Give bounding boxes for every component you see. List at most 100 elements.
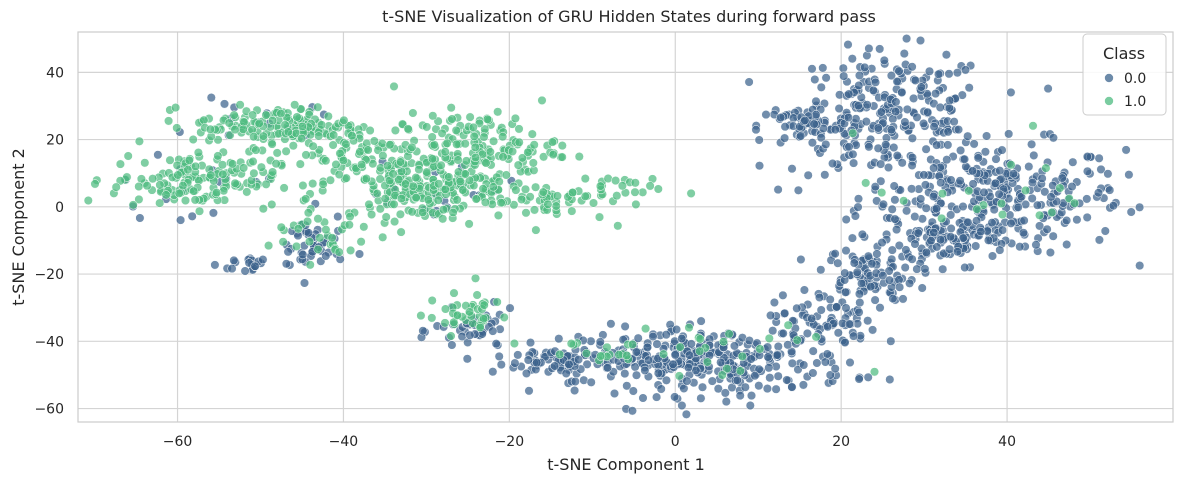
scatter-point [1082, 194, 1092, 204]
scatter-point [854, 307, 864, 317]
x-axis-label: t-SNE Component 1 [547, 455, 705, 474]
scatter-point [557, 152, 567, 162]
scatter-point [1027, 139, 1037, 149]
scatter-point [921, 203, 931, 213]
scatter-point [792, 335, 802, 345]
scatter-point [140, 158, 150, 168]
scatter-point [510, 113, 520, 123]
scatter-point [697, 382, 708, 392]
scatter-point [267, 139, 277, 149]
scatter-point [878, 199, 888, 209]
scatter-point [910, 75, 920, 85]
scatter-point [460, 169, 470, 179]
scatter-point [863, 251, 873, 261]
scatter-point [860, 62, 870, 72]
scatter-point [155, 180, 165, 190]
scatter-point [564, 359, 574, 369]
scatter-point [408, 108, 418, 118]
scatter-point [750, 371, 760, 381]
scatter-point [857, 229, 867, 239]
scatter-point [996, 198, 1006, 209]
scatter-point [839, 71, 849, 81]
scatter-point [153, 150, 163, 160]
scatter-point [876, 176, 886, 186]
scatter-point [681, 409, 691, 419]
scatter-point [479, 132, 489, 142]
scatter-point [861, 117, 871, 127]
scatter-point [675, 342, 685, 352]
scatter-point [735, 391, 745, 401]
scatter-point [997, 225, 1008, 235]
scatter-point [902, 104, 912, 114]
scatter-point [325, 175, 335, 185]
scatter-point [902, 206, 912, 216]
scatter-point [375, 174, 385, 184]
scatter-point [763, 342, 773, 352]
scatter-point [1135, 202, 1145, 212]
scatter-point [1062, 239, 1072, 250]
scatter-point [321, 225, 331, 235]
scatter-point [327, 233, 337, 243]
scatter-point [778, 328, 788, 338]
scatter-point [611, 176, 621, 186]
scatter-point [890, 214, 900, 224]
scatter-point [952, 247, 963, 257]
scatter-point [949, 117, 959, 127]
scatter-point [744, 336, 754, 346]
scatter-point [816, 133, 826, 143]
scatter-point [416, 311, 426, 321]
scatter-point [396, 194, 407, 204]
scatter-point [1015, 242, 1025, 252]
scatter-point [702, 357, 712, 367]
scatter-point [305, 260, 315, 270]
scatter-point [457, 331, 467, 342]
scatter-point [823, 322, 833, 332]
scatter-point [886, 71, 896, 81]
scatter-point [524, 386, 534, 396]
scatter-point [264, 241, 274, 251]
scatter-point [876, 107, 886, 117]
scatter-point [464, 219, 474, 229]
scatter-point [346, 245, 356, 255]
scatter-point [488, 326, 498, 336]
x-tick-label: −20 [495, 434, 525, 450]
scatter-point [1037, 173, 1047, 183]
scatter-point [972, 204, 982, 214]
scatter-point [1096, 164, 1106, 174]
scatter-point [1047, 207, 1057, 218]
scatter-point [929, 227, 939, 238]
scatter-point [321, 156, 331, 166]
scatter-point [928, 191, 939, 201]
scatter-point [334, 247, 344, 257]
scatter-point [638, 187, 648, 197]
scatter-point [551, 201, 561, 211]
scatter-point [586, 377, 596, 387]
scatter-point [1135, 261, 1145, 271]
scatter-point [787, 164, 797, 174]
scatter-point [892, 151, 902, 161]
scatter-point [276, 222, 286, 232]
scatter-point [422, 122, 432, 132]
scatter-point [369, 136, 379, 146]
scatter-point [134, 194, 144, 204]
scatter-point [239, 163, 249, 173]
scatter-point [1018, 228, 1029, 238]
scatter-point [447, 340, 457, 350]
scatter-point [773, 341, 783, 352]
scatter-point [920, 264, 930, 274]
scatter-point [870, 295, 880, 305]
scatter-point [171, 103, 181, 113]
scatter-point [1008, 169, 1019, 179]
scatter-point [887, 254, 897, 264]
scatter-point [293, 224, 303, 234]
scatter-point [178, 181, 188, 191]
scatter-point [631, 199, 641, 209]
scatter-point [916, 194, 926, 204]
scatter-point [142, 181, 152, 191]
scatter-point [959, 154, 970, 164]
scatter-point [1040, 187, 1050, 197]
scatter-point [561, 368, 571, 378]
scatter-point [735, 366, 745, 376]
scatter-point [1016, 192, 1026, 202]
scatter-point [1100, 226, 1110, 236]
